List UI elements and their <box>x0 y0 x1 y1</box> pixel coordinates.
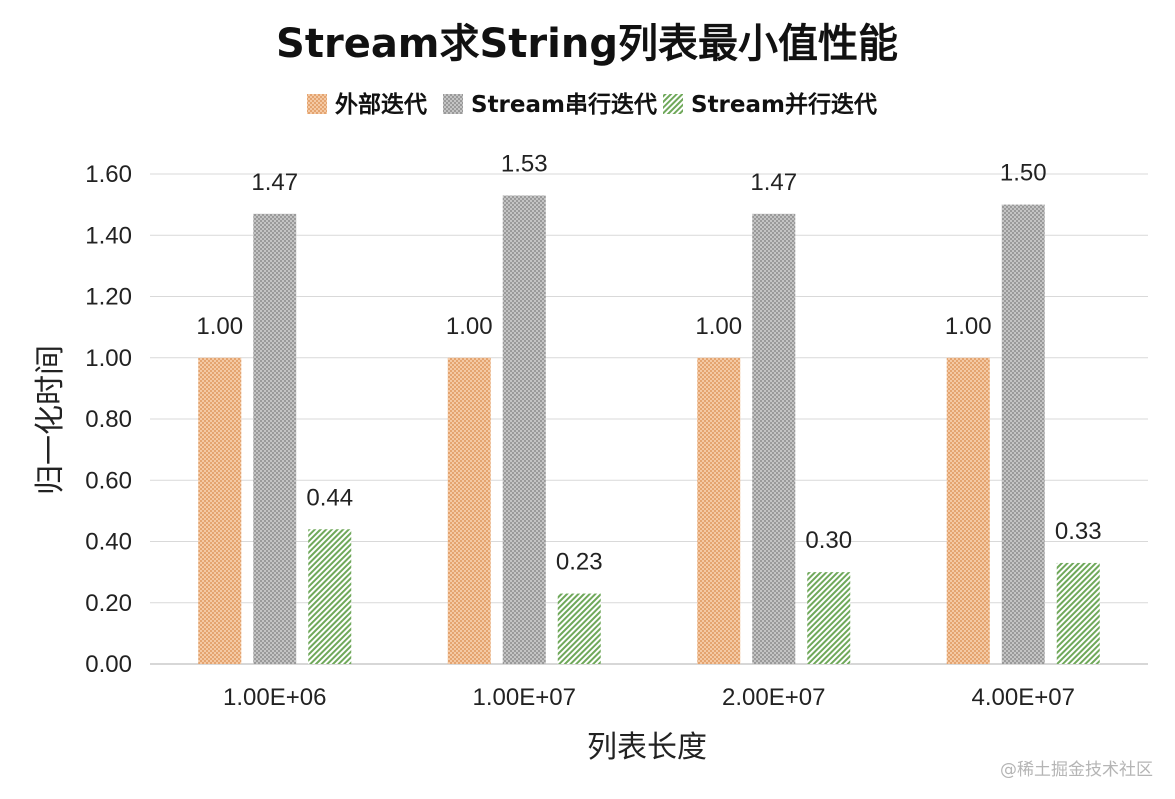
data-label: 0.23 <box>556 549 603 576</box>
legend-item: Stream串行迭代 <box>443 91 657 118</box>
legend-label: Stream串行迭代 <box>471 91 657 118</box>
y-tick-label: 1.00 <box>85 345 132 372</box>
bar <box>557 593 601 664</box>
bar <box>502 195 546 664</box>
x-tick-label: 1.00E+06 <box>223 684 326 711</box>
data-label: 1.47 <box>750 169 797 196</box>
x-axis-title: 列表长度 <box>587 730 707 765</box>
data-label: 0.33 <box>1055 518 1102 545</box>
legend-swatch <box>663 94 683 114</box>
y-tick-label: 0.80 <box>85 406 132 433</box>
legend-swatch <box>443 94 463 114</box>
x-tick-label: 2.00E+07 <box>722 684 825 711</box>
bar <box>308 529 352 664</box>
legend-item: 外部迭代 <box>307 91 427 118</box>
data-label: 0.30 <box>805 527 852 554</box>
chart-title: Stream求String列表最小值性能 <box>276 21 898 67</box>
gridlines <box>150 173 1148 665</box>
legend: 外部迭代 Stream串行迭代 Stream并行迭代 <box>307 91 877 118</box>
y-tick-label: 0.40 <box>85 529 132 556</box>
data-label: 1.53 <box>501 150 548 177</box>
bar <box>1001 204 1045 664</box>
legend-swatch <box>307 94 327 114</box>
legend-label: Stream并行迭代 <box>691 91 877 118</box>
y-tick-label: 0.60 <box>85 467 132 494</box>
data-label: 1.00 <box>446 313 493 340</box>
bar <box>253 213 297 664</box>
data-label: 1.00 <box>196 313 243 340</box>
data-label: 1.50 <box>1000 160 1047 187</box>
bar <box>946 357 990 664</box>
y-tick-label: 1.60 <box>85 161 132 188</box>
watermark: @稀土掘金技术社区 <box>1000 760 1153 780</box>
legend-label: 外部迭代 <box>335 91 427 118</box>
data-label: 1.00 <box>695 313 742 340</box>
bars <box>198 195 1100 664</box>
bar <box>807 572 851 664</box>
data-label: 1.47 <box>251 169 298 196</box>
y-tick-label: 0.20 <box>85 590 132 617</box>
legend-item: Stream并行迭代 <box>663 91 877 118</box>
bar <box>198 357 242 664</box>
y-tick-label: 1.40 <box>85 222 132 249</box>
bar <box>1056 562 1100 664</box>
y-tick-label: 1.20 <box>85 284 132 311</box>
data-label: 1.00 <box>945 313 992 340</box>
x-tick-label: 1.00E+07 <box>473 684 576 711</box>
data-labels: 1.00 1.47 0.44 1.00 1.53 0.23 1.00 1.47 0.30 1.00… <box>196 150 1101 575</box>
y-axis-title: 归一化时间 <box>33 345 68 495</box>
x-tick-label: 4.00E+07 <box>972 684 1075 711</box>
bar <box>752 213 796 664</box>
x-axis-ticks: 1.00E+06 1.00E+07 2.00E+07 4.00E+07 <box>223 684 1075 711</box>
y-tick-label: 0.00 <box>85 651 132 678</box>
bar <box>447 357 491 664</box>
y-axis-ticks: 0.00 0.20 0.40 0.60 0.80 1.00 1.20 1.40 1.60 <box>85 161 132 678</box>
data-label: 0.44 <box>306 484 353 511</box>
bar <box>697 357 741 664</box>
